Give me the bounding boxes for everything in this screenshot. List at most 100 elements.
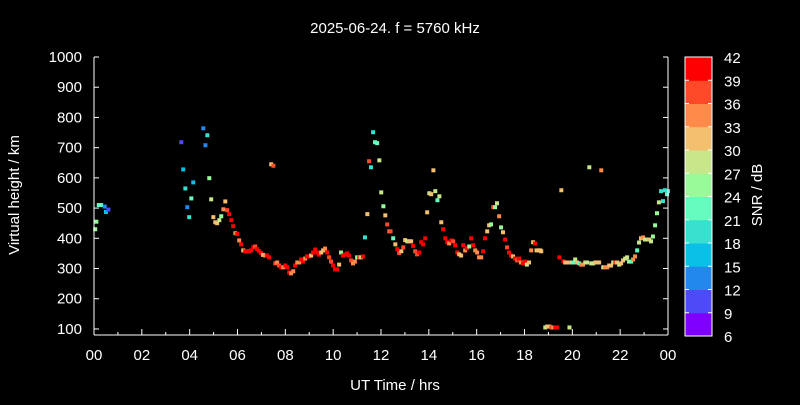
data-point	[524, 262, 529, 267]
data-point	[253, 244, 258, 249]
data-point	[301, 259, 306, 264]
x-tick-label: 02	[133, 347, 150, 364]
colorbar-tick-label: 42	[724, 50, 741, 67]
data-point	[518, 260, 523, 265]
data-point	[106, 207, 111, 212]
colorbar-swatch	[685, 196, 712, 221]
y-tick-label: 700	[57, 140, 82, 157]
data-point	[591, 261, 596, 266]
data-point	[275, 260, 280, 265]
data-point	[505, 245, 510, 250]
data-point	[231, 224, 236, 229]
data-point	[615, 260, 620, 265]
data-point	[229, 218, 234, 223]
data-point	[587, 165, 592, 170]
data-point	[649, 239, 654, 244]
data-point	[659, 189, 664, 194]
data-point	[365, 212, 370, 217]
data-point	[189, 196, 194, 201]
colorbar-swatch	[685, 126, 712, 151]
data-point	[203, 143, 208, 148]
data-point	[469, 236, 474, 241]
data-point	[339, 250, 344, 255]
data-point	[493, 205, 498, 210]
x-tick-label: 22	[612, 347, 629, 364]
data-point	[225, 208, 230, 213]
data-point	[475, 250, 480, 255]
data-point	[397, 251, 402, 256]
data-point	[379, 190, 384, 195]
data-point	[555, 325, 560, 330]
data-point	[431, 168, 436, 173]
colorbar-swatch	[685, 57, 712, 81]
data-point	[358, 255, 363, 260]
data-point	[625, 255, 630, 260]
data-point	[545, 324, 550, 329]
data-point	[215, 221, 220, 226]
data-point	[497, 214, 502, 219]
data-point	[352, 259, 357, 264]
data-point	[103, 210, 108, 215]
data-point	[421, 242, 426, 247]
y-tick-label: 500	[57, 200, 82, 217]
data-point	[632, 254, 637, 259]
data-point	[527, 260, 532, 265]
data-point	[289, 271, 294, 276]
data-point	[245, 249, 250, 254]
data-point	[559, 188, 564, 193]
data-point	[565, 260, 570, 265]
data-point	[439, 220, 444, 225]
data-point	[471, 243, 476, 248]
colorbar-swatch	[685, 243, 712, 267]
data-point	[656, 200, 661, 205]
data-point	[569, 260, 574, 265]
data-point	[662, 188, 667, 193]
data-point	[459, 253, 464, 258]
data-point	[375, 141, 380, 146]
x-tick-label: 08	[277, 347, 294, 364]
colorbar-swatch	[685, 289, 712, 314]
data-point	[409, 239, 414, 244]
data-point	[331, 263, 336, 268]
data-point	[261, 252, 266, 257]
colorbar-swatch	[685, 150, 712, 174]
data-point	[533, 241, 538, 246]
data-point	[383, 213, 388, 218]
data-point	[481, 249, 486, 254]
colorbar-tick-label: 24	[724, 190, 741, 207]
data-point	[337, 262, 342, 267]
colorbar-swatch	[685, 219, 712, 244]
data-point	[500, 230, 505, 235]
y-axis-label: Virtual height / km	[6, 135, 23, 255]
data-point	[575, 260, 580, 265]
data-point	[609, 263, 614, 268]
data-point	[483, 236, 488, 241]
data-point	[499, 225, 504, 230]
data-point	[581, 262, 586, 267]
data-point	[181, 167, 186, 172]
data-point	[453, 243, 458, 248]
data-point	[597, 260, 602, 265]
data-point	[571, 260, 576, 265]
data-point	[96, 203, 101, 208]
data-point	[529, 248, 534, 253]
x-tick-label: 14	[420, 347, 437, 364]
data-point	[567, 325, 572, 330]
data-point	[185, 205, 190, 210]
data-point	[653, 223, 658, 228]
data-point	[463, 248, 468, 253]
data-point	[346, 253, 351, 258]
data-point	[415, 252, 420, 257]
data-point	[201, 126, 206, 131]
data-point	[522, 259, 527, 264]
data-point	[479, 255, 484, 260]
x-tick-label: 12	[373, 347, 390, 364]
data-point	[311, 250, 316, 255]
data-point	[489, 222, 494, 227]
data-point	[217, 218, 222, 223]
y-tick-label: 900	[57, 79, 82, 96]
data-point	[207, 176, 212, 181]
colorbar-swatch	[685, 266, 712, 290]
